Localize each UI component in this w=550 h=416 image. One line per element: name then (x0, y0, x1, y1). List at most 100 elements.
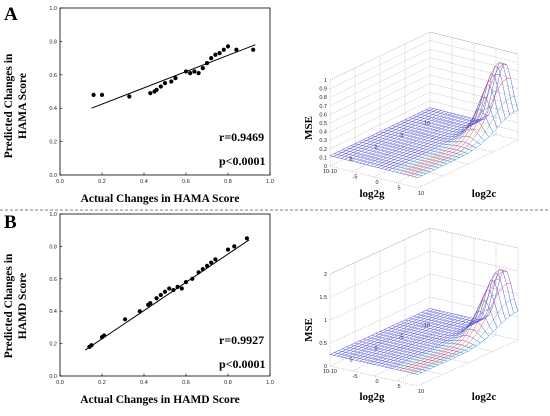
data-point (200, 66, 205, 71)
log2c-tick-label: 10 (418, 389, 424, 395)
surface-mesh-line (379, 331, 469, 352)
data-point (158, 292, 163, 298)
x-axis-title: Actual Changes in HAMD Score (80, 394, 240, 406)
x-tick-label: 0.8 (224, 380, 232, 386)
surface-mesh-line (375, 133, 464, 156)
data-point (204, 61, 210, 66)
log2c-tick-label: 0 (375, 180, 378, 186)
y-tick-label: 0.6 (49, 73, 57, 79)
y-tick-label: 0.8 (49, 244, 57, 250)
data-point (102, 333, 107, 338)
r-value: r=0.9927 (219, 333, 264, 347)
box-floor-edge (329, 165, 419, 189)
surface-mesh-line (421, 65, 510, 124)
log2c-tick-label: 10 (418, 191, 424, 197)
surface-mesh-line (363, 338, 452, 360)
surface-mesh-line (354, 342, 444, 364)
surface-mesh-line (400, 320, 489, 337)
floor-gridline (354, 354, 444, 375)
z-tick-label: 1 (324, 318, 327, 324)
surface-mesh-line (404, 108, 494, 133)
floor-gridline (379, 141, 469, 165)
data-point (123, 317, 128, 322)
back-wall-gridline (329, 227, 519, 275)
panel-a: A Predicted Changes in HAMA Score Actual… (3, 4, 519, 205)
z-tick-label: 0.4 (319, 130, 327, 136)
data-point (183, 69, 189, 74)
surface-mesh-line (404, 310, 494, 333)
x-axis-title: log2g (359, 188, 385, 200)
data-point (200, 266, 205, 272)
surface-mesh-line (338, 350, 427, 371)
data-point (169, 79, 174, 84)
y-tick-label: 1.0 (49, 212, 57, 218)
back-wall-gridline (329, 66, 519, 115)
back-wall-gridline (329, 40, 519, 89)
z-tick-label: 0.3 (319, 138, 327, 144)
data-point (217, 50, 222, 56)
data-point (99, 92, 105, 97)
log2g-tick-label: 5 (349, 358, 352, 364)
y-tick-label: 0.2 (49, 342, 57, 348)
x-tick-label: 0.6 (182, 380, 190, 386)
y-tick-label: 0.0 (49, 374, 57, 380)
z-tick-label: 2 (324, 272, 327, 278)
x-tick-label: 1.0 (266, 380, 274, 386)
log2c-tick-label: -5 (353, 175, 358, 181)
data-point (244, 236, 249, 241)
back-wall-gridline (329, 83, 519, 132)
p-value: p<0.0001 (219, 357, 266, 371)
box-floor-edge (429, 117, 519, 141)
surface-mesh-line (346, 346, 435, 368)
x-axis-title: log2g (359, 391, 385, 403)
z-tick-label: 1.5 (319, 295, 327, 301)
scatter-plot: Predicted Changes in HAMA Score Actual C… (3, 6, 274, 205)
y-tick-label: 0.4 (49, 106, 57, 112)
data-point (196, 270, 201, 275)
z-tick-label: 0.6 (319, 112, 327, 118)
surface-mesh-line (354, 143, 444, 166)
surface-mesh-line (371, 335, 460, 356)
surface-mesh-line (392, 325, 481, 344)
surface-plot: MSE log2g log2c 0 0.1 0.2 0.3 0.4 0.5 0.6 0.7 0.… (303, 31, 519, 200)
z-tick-label: 0.5 (319, 121, 327, 127)
surface-mesh-line (334, 352, 423, 373)
y-axis-title-line2: HAMA Score (17, 73, 29, 139)
x-tick-label: 0.2 (98, 179, 106, 185)
panel-letter: B (4, 212, 17, 233)
log2g-tick-label: 5 (349, 157, 352, 163)
surface-mesh-line (425, 62, 515, 122)
data-point (167, 286, 172, 291)
z-tick-label: 0 (324, 364, 327, 370)
log2g-tick-label: 10 (323, 169, 329, 175)
surface-mesh-line (359, 141, 448, 164)
surface-mesh-line (359, 340, 448, 362)
data-point (188, 71, 193, 76)
log2g-tick-label: 0 (374, 346, 377, 352)
surface-mesh-line (384, 329, 473, 349)
surface-mesh-line (334, 153, 423, 176)
log2c-tick-label: -10 (329, 169, 337, 175)
fit-line (91, 44, 256, 109)
z-tick-label: 0 (324, 164, 327, 170)
data-point (91, 92, 96, 97)
x-tick-label: 0.2 (98, 380, 106, 386)
surface-mesh-line (371, 135, 460, 158)
y-axis-title-line1: Predicted Changes in (3, 253, 15, 358)
y-axis-title-line2: HAMD Score (17, 273, 29, 340)
surface-mesh-line (363, 139, 452, 162)
back-wall-gridline (329, 250, 519, 298)
log2c-tick-label: 5 (397, 384, 400, 390)
surface-mesh-line (417, 73, 506, 126)
x-axis-title: Actual Changes in HAMA Score (81, 193, 240, 205)
surface-mesh-line (392, 125, 481, 145)
p-value: p<0.0001 (219, 154, 266, 168)
data-point (213, 52, 218, 57)
data-point (173, 76, 178, 81)
z-axis-title: MSE (303, 116, 315, 140)
surface-mesh-line (425, 269, 515, 322)
z-tick-label: 0.2 (319, 147, 327, 153)
data-point (148, 301, 153, 306)
